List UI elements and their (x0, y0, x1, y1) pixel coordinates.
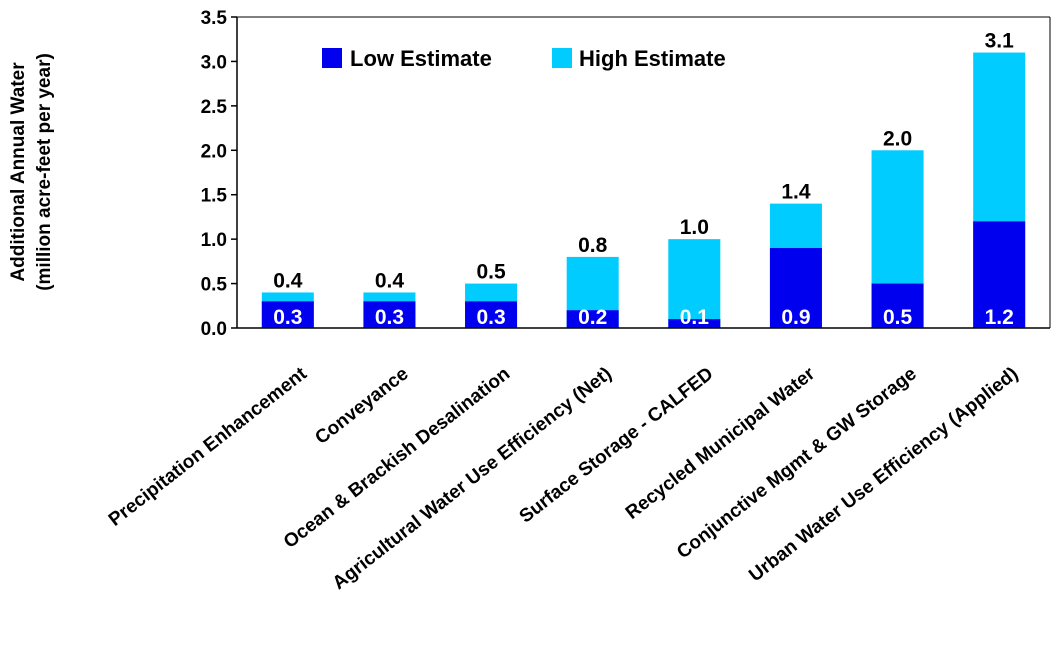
data-label-high: 0.4 (273, 269, 303, 292)
data-label-high: 0.8 (578, 234, 608, 257)
x-category-label: Recycled Municipal Water (622, 363, 820, 524)
y-tick-label: 0.5 (201, 275, 228, 296)
y-axis-title-line1: Additional Annual Water (8, 62, 29, 282)
bar-low-estimate (973, 221, 1026, 328)
y-tick-label: 2.5 (201, 97, 228, 118)
bar-low-estimate (668, 319, 721, 328)
legend-low-label: Low Estimate (350, 46, 492, 71)
data-label-high: 0.4 (375, 269, 405, 292)
data-label-low: 0.1 (680, 306, 710, 329)
bar-low-estimate (566, 310, 619, 328)
y-axis-title-line2: (million acre-feet per year) (34, 53, 55, 291)
x-category-label: Conveyance (311, 363, 412, 448)
data-label-low: 1.2 (985, 306, 1014, 329)
data-label-high: 2.0 (883, 127, 912, 150)
legend-low-swatch (322, 48, 342, 68)
data-label-low: 0.5 (883, 306, 913, 329)
y-tick-label: 0.0 (201, 319, 227, 340)
bars: 0.3 0.4 0.3 0.4 0.3 0.5 0.2 0.8 0.1 1.0 0.9 1.4 0.5 2… (261, 30, 1026, 329)
data-label-low: 0.3 (273, 306, 302, 329)
bar-low-estimate (465, 301, 518, 328)
x-axis-category-labels: Precipitation Enhancement ConveyanceOcean… (105, 363, 1022, 594)
bar-low-estimate (261, 301, 314, 328)
data-label-high: 3.1 (985, 30, 1015, 53)
y-tick-label: 3.0 (201, 52, 227, 73)
y-tick-label: 3.5 (201, 8, 228, 29)
bar-low-estimate (871, 283, 924, 328)
legend: Low Estimate High Estimate (298, 38, 760, 76)
legend-high-label: High Estimate (579, 46, 726, 71)
data-label-low: 0.2 (578, 306, 607, 329)
data-label-low: 0.3 (476, 306, 505, 329)
data-label-low: 0.3 (375, 306, 404, 329)
y-axis-ticks: 0.0 0.5 1.0 1.5 2.0 2.5 3.0 3.5 (201, 8, 237, 340)
data-label-high: 0.5 (476, 261, 506, 284)
y-tick-label: 1.5 (201, 186, 228, 207)
legend-background (298, 38, 760, 76)
y-axis-title-group: Additional Annual Water (million acre-fe… (8, 53, 55, 291)
bar-low-estimate (769, 248, 822, 328)
data-label-high: 1.0 (680, 216, 709, 239)
x-category-label: Precipitation Enhancement (105, 363, 311, 531)
y-tick-label: 1.0 (201, 230, 227, 251)
legend-high-swatch (552, 48, 572, 68)
data-label-high: 1.4 (781, 181, 811, 204)
data-label-low: 0.9 (781, 306, 810, 329)
bar-high-estimate (668, 239, 721, 328)
x-category-label: Surface Storage - CALFED (516, 363, 718, 527)
axes (236, 16, 1051, 329)
bar-low-estimate (363, 301, 416, 328)
y-tick-label: 2.0 (201, 141, 227, 162)
